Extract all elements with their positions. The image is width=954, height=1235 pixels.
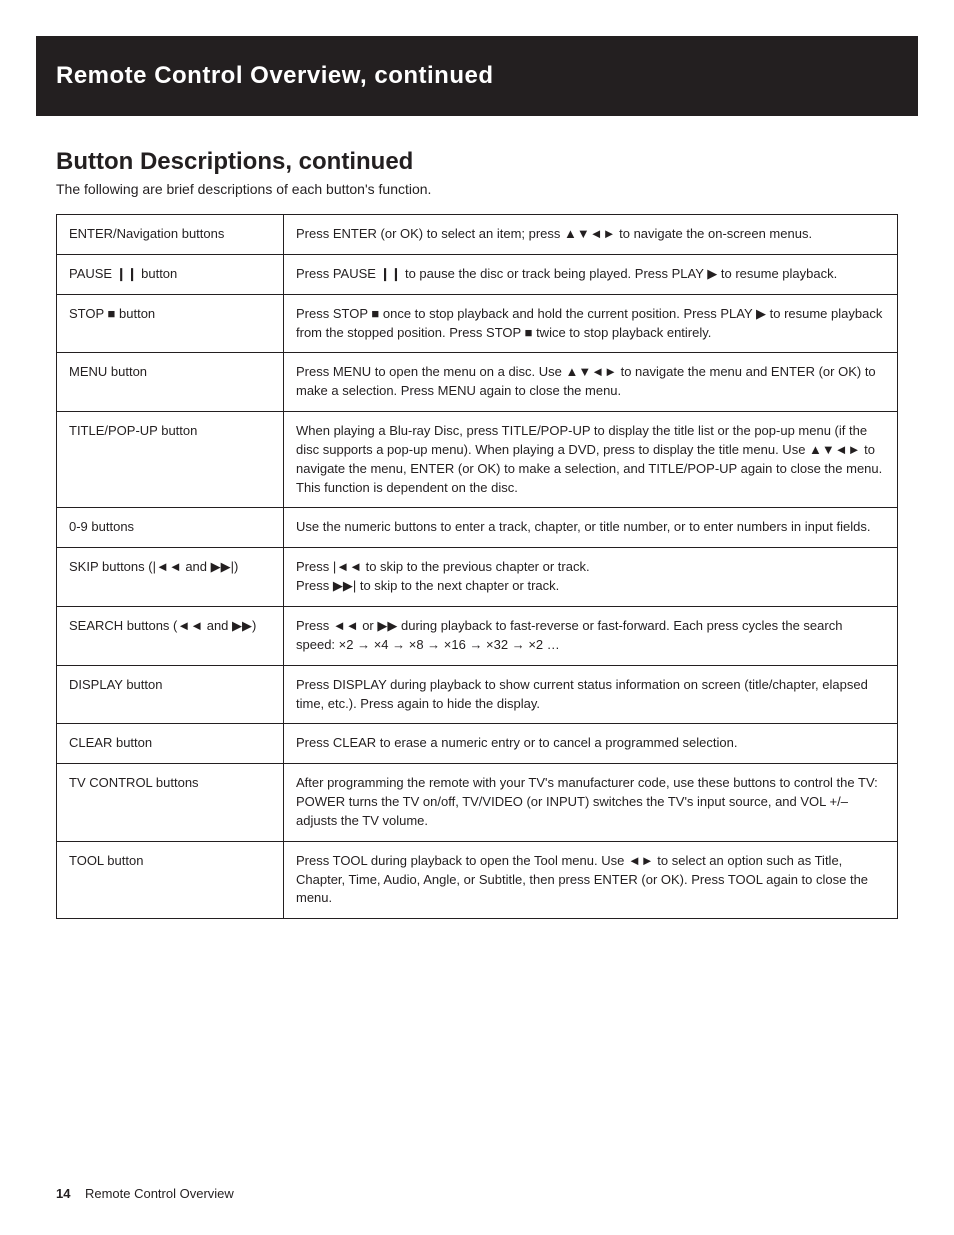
button-label: TV CONTROL buttons — [57, 764, 284, 842]
rew-icon: ◄◄ — [177, 617, 203, 636]
footer-title: Remote Control Overview — [85, 1186, 234, 1201]
button-description: After programming the remote with your T… — [284, 764, 898, 842]
prev-icon: |◄◄ — [333, 558, 362, 577]
table-row: DISPLAY buttonPress DISPLAY during playb… — [57, 665, 898, 724]
table-row: SKIP buttons (|◄◄ and ▶▶|)Press |◄◄ to s… — [57, 548, 898, 607]
page-number: 14 — [56, 1186, 70, 1201]
prev-icon: |◄◄ — [153, 558, 182, 577]
table-row: ENTER/Navigation buttonsPress ENTER (or … — [57, 215, 898, 255]
table-row: TITLE/POP-UP buttonWhen playing a Blu-ra… — [57, 412, 898, 508]
header-title: Remote Control Overview, continued — [56, 62, 494, 90]
button-label: TOOL button — [57, 841, 284, 919]
button-label: 0-9 buttons — [57, 508, 284, 548]
pause-icon: ❙❙ — [380, 265, 402, 284]
pause-icon: ❙❙ — [116, 265, 138, 284]
section-title: Button Descriptions, continued — [56, 148, 413, 176]
page-footer: 14 Remote Control Overview — [56, 1186, 898, 1201]
header-bar: Remote Control Overview, continued — [36, 36, 918, 116]
stop-icon: ■ — [525, 324, 533, 343]
intro-text: The following are brief descriptions of … — [56, 180, 898, 199]
button-label: DISPLAY button — [57, 665, 284, 724]
button-label: SKIP buttons (|◄◄ and ▶▶|) — [57, 548, 284, 607]
rew-icon: ◄◄ — [333, 617, 359, 636]
button-label: MENU button — [57, 353, 284, 412]
button-label: SEARCH buttons (◄◄ and ▶▶) — [57, 606, 284, 665]
button-table: ENTER/Navigation buttonsPress ENTER (or … — [56, 214, 898, 919]
dpad-icon: ▲▼◄► — [809, 441, 860, 460]
button-description: Press TOOL during playback to open the T… — [284, 841, 898, 919]
button-label: ENTER/Navigation buttons — [57, 215, 284, 255]
button-description: Press |◄◄ to skip to the previous chapte… — [284, 548, 898, 607]
button-label: STOP ■ button — [57, 294, 284, 353]
button-description: Press CLEAR to erase a numeric entry or … — [284, 724, 898, 764]
ff-icon: ▶▶ — [232, 617, 252, 636]
dpad-icon: ▲▼◄► — [566, 363, 617, 382]
stop-icon: ■ — [371, 305, 379, 324]
table-row: TV CONTROL buttonsAfter programming the … — [57, 764, 898, 842]
button-description: Press STOP ■ once to stop playback and h… — [284, 294, 898, 353]
ff-icon: ▶▶ — [377, 617, 397, 636]
button-description: Press ENTER (or OK) to select an item; p… — [284, 215, 898, 255]
table-row: STOP ■ buttonPress STOP ■ once to stop p… — [57, 294, 898, 353]
button-description: When playing a Blu-ray Disc, press TITLE… — [284, 412, 898, 508]
button-label: PAUSE ❙❙ button — [57, 254, 284, 294]
table-row: PAUSE ❙❙ buttonPress PAUSE ❙❙ to pause t… — [57, 254, 898, 294]
table-row: SEARCH buttons (◄◄ and ▶▶)Press ◄◄ or ▶▶… — [57, 606, 898, 665]
lr-icon: ◄► — [628, 852, 654, 871]
table-row: TOOL buttonPress TOOL during playback to… — [57, 841, 898, 919]
next-icon: ▶▶| — [211, 558, 234, 577]
play-icon: ▶ — [707, 265, 717, 284]
button-description: Press PAUSE ❙❙ to pause the disc or trac… — [284, 254, 898, 294]
table-row: MENU buttonPress MENU to open the menu o… — [57, 353, 898, 412]
stop-icon: ■ — [108, 305, 116, 324]
button-label: TITLE/POP-UP button — [57, 412, 284, 508]
button-label: CLEAR button — [57, 724, 284, 764]
button-description: Press DISPLAY during playback to show cu… — [284, 665, 898, 724]
table-row: CLEAR buttonPress CLEAR to erase a numer… — [57, 724, 898, 764]
table-row: 0-9 buttonsUse the numeric buttons to en… — [57, 508, 898, 548]
button-description: Use the numeric buttons to enter a track… — [284, 508, 898, 548]
button-description: Press ◄◄ or ▶▶ during playback to fast-r… — [284, 606, 898, 665]
dpad-icon: ▲▼◄► — [564, 225, 615, 244]
button-description: Press MENU to open the menu on a disc. U… — [284, 353, 898, 412]
next-icon: ▶▶| — [333, 577, 356, 596]
play-icon: ▶ — [756, 305, 766, 324]
